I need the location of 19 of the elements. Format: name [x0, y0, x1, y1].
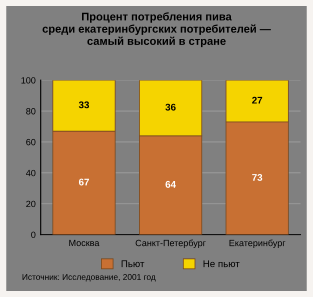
- data-label: 67: [78, 178, 89, 186]
- y-tick-label: 80: [26, 108, 36, 114]
- legend-label: Пьют: [122, 260, 144, 268]
- x-tick-label: Санкт-Петербург: [136, 239, 206, 248]
- chart-title: Процент потребления пива среди екатеринбургских потребителей — самый высокий в стране: [42, 12, 271, 48]
- text: Источник: Исследование, 2001 год: [22, 274, 156, 282]
- legend-label: Не пьют: [204, 260, 240, 268]
- data-label: 33: [78, 101, 90, 108]
- data-label: 36: [165, 104, 176, 111]
- data-label: 73: [252, 174, 262, 181]
- y-tick-label: 20: [26, 200, 36, 208]
- y-tick-label: 0: [31, 232, 36, 238]
- data-label: 27: [252, 96, 262, 104]
- y-tick-label: 60: [26, 138, 36, 146]
- data-label: 64: [166, 180, 176, 188]
- x-tick-label: Екатеринбург: [230, 239, 286, 248]
- y-tick-label: 100: [21, 77, 36, 84]
- y-tick-label: 40: [26, 170, 36, 176]
- x-tick-label: Москва: [69, 240, 100, 246]
